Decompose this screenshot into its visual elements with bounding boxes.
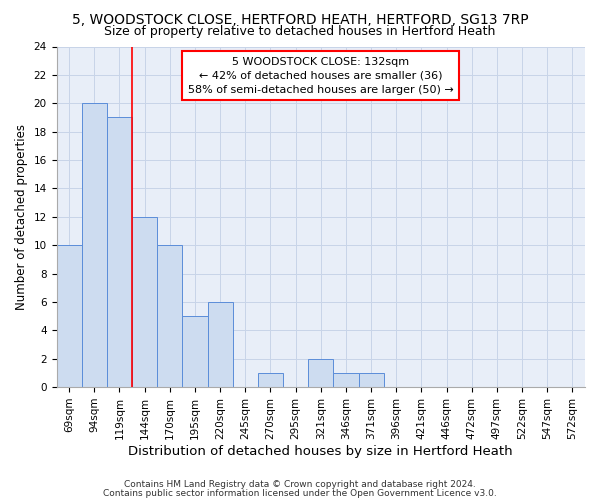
Text: Contains HM Land Registry data © Crown copyright and database right 2024.: Contains HM Land Registry data © Crown c… (124, 480, 476, 489)
Bar (157, 245, 182, 387)
Bar (107, 118, 132, 387)
Bar (258, 373, 283, 387)
Text: 5 WOODSTOCK CLOSE: 132sqm
← 42% of detached houses are smaller (36)
58% of semi-: 5 WOODSTOCK CLOSE: 132sqm ← 42% of detac… (188, 56, 454, 94)
Bar (182, 316, 208, 387)
Text: 5, WOODSTOCK CLOSE, HERTFORD HEATH, HERTFORD, SG13 7RP: 5, WOODSTOCK CLOSE, HERTFORD HEATH, HERT… (71, 12, 529, 26)
Y-axis label: Number of detached properties: Number of detached properties (15, 124, 28, 310)
Bar (56, 245, 82, 387)
Bar (208, 302, 233, 387)
Bar (359, 373, 383, 387)
Text: Contains public sector information licensed under the Open Government Licence v3: Contains public sector information licen… (103, 488, 497, 498)
Bar (132, 217, 157, 387)
Bar (334, 373, 359, 387)
X-axis label: Distribution of detached houses by size in Hertford Heath: Distribution of detached houses by size … (128, 444, 513, 458)
Text: Size of property relative to detached houses in Hertford Heath: Size of property relative to detached ho… (104, 25, 496, 38)
Bar (308, 358, 334, 387)
Bar (82, 104, 107, 387)
